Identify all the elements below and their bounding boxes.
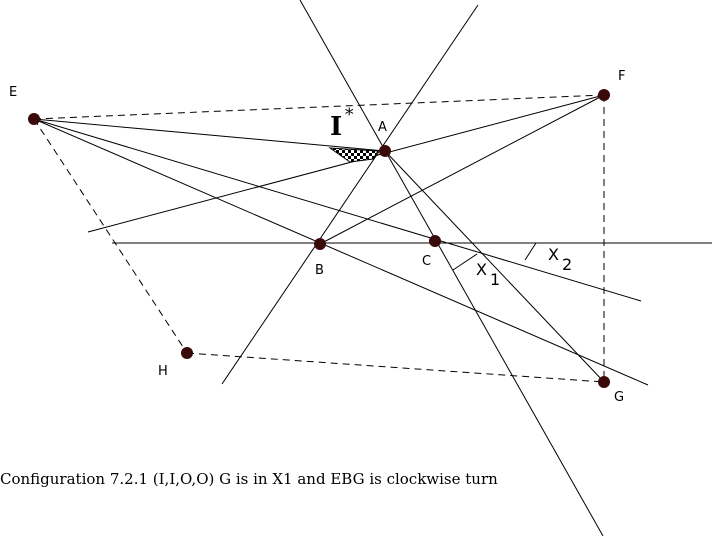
label-x1-sub: 1 [490,270,500,289]
line-e-c [33,118,642,302]
line-e-a [33,118,386,152]
x2-region-tick [524,242,537,261]
line-a-f [87,94,605,233]
point-g [598,376,610,388]
dashed-lines [33,94,605,383]
label-a: A [378,120,387,135]
point-a [379,145,391,157]
figure-caption: Configuration 7.2.1 (I,I,O,O) G is in X1… [0,470,498,488]
dashed-e-f [33,94,605,120]
point-e [28,113,40,125]
point-h [181,347,193,359]
label-x1: X [476,260,487,279]
label-g: G [614,390,624,405]
label-b: B [315,263,324,278]
label-istar: I [330,112,342,142]
istar-region-hatch [328,147,379,163]
label-f: F [618,69,625,84]
point-b [314,238,326,250]
x1-region-tick [452,253,478,271]
points [28,89,610,388]
label-istar-sup: * [345,105,354,125]
solid-lines [33,0,712,536]
label-x2: X [548,245,559,264]
line-a-c-g [384,150,605,383]
dashed-e-h [33,118,188,354]
line-b-f [319,94,605,245]
dashed-h-g [186,352,605,383]
line-ba [221,4,479,385]
label-e: E [9,85,17,100]
point-f [598,89,610,101]
line-e-b [33,118,649,386]
point-c [429,235,441,247]
label-x2-sub: 2 [562,255,572,274]
line-ac [299,0,604,536]
label-h: H [158,364,168,379]
label-c: C [422,254,431,269]
